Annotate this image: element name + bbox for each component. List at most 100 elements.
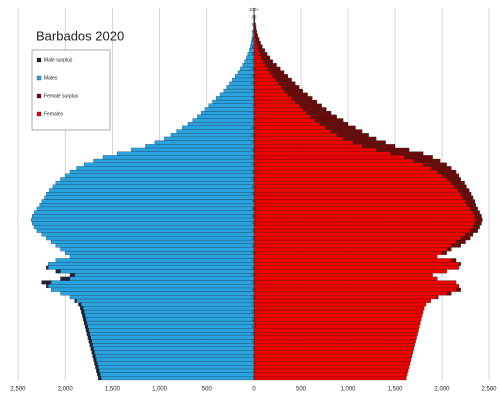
bar	[48, 265, 255, 270]
bar	[253, 158, 414, 163]
surplus-bar	[91, 350, 95, 355]
surplus-bar	[275, 77, 292, 82]
bar	[253, 350, 413, 355]
age-label: 82	[251, 73, 257, 78]
bar	[46, 192, 255, 196]
age-label: 80	[251, 81, 257, 86]
surplus-bar	[465, 199, 476, 204]
bar	[253, 162, 424, 167]
surplus-bar	[87, 335, 91, 340]
age-label: 100+	[249, 7, 260, 12]
surplus-bar	[470, 206, 478, 211]
bar	[253, 103, 300, 108]
age-label: 44	[251, 213, 257, 218]
bar	[253, 203, 468, 208]
surplus-bar	[302, 107, 327, 112]
bar	[50, 280, 255, 285]
bar	[253, 254, 438, 259]
bar	[100, 372, 255, 377]
bar	[170, 133, 255, 138]
x-tick-label: 500	[296, 387, 307, 393]
age-label: 66	[251, 132, 257, 137]
bar	[89, 331, 255, 336]
age-label: 84	[251, 66, 257, 71]
bar	[116, 151, 255, 156]
bar	[83, 309, 255, 314]
bar	[253, 210, 474, 215]
bar	[39, 203, 255, 208]
bar	[36, 206, 255, 211]
bar	[253, 77, 276, 82]
surplus-bar	[261, 55, 271, 60]
age-label: 14	[251, 324, 257, 329]
surplus-bar	[446, 177, 461, 182]
bar	[69, 295, 255, 300]
bar	[253, 265, 460, 270]
bar	[69, 169, 255, 174]
bar	[253, 361, 411, 366]
surplus-bar	[465, 232, 474, 237]
surplus-bar	[295, 99, 318, 104]
surplus-bar	[475, 217, 483, 222]
surplus-bar	[310, 114, 337, 119]
surplus-bar	[404, 155, 433, 160]
bar	[253, 346, 414, 351]
x-tick-label: 500	[202, 387, 213, 393]
bar	[253, 133, 337, 138]
bar	[44, 195, 255, 200]
bar	[31, 217, 255, 222]
surplus-bar	[343, 136, 377, 141]
surplus-bar	[314, 118, 344, 123]
bar	[41, 199, 255, 204]
age-label: 40	[251, 228, 257, 233]
bar	[52, 184, 255, 189]
surplus-bar	[82, 313, 86, 318]
legend-label: Males	[44, 75, 58, 81]
bar	[60, 247, 255, 252]
surplus-bar	[474, 214, 482, 219]
surplus-bar	[319, 122, 349, 126]
bar	[74, 273, 255, 277]
bar	[253, 195, 463, 200]
surplus-bar	[83, 317, 87, 322]
surplus-bar	[83, 320, 88, 325]
bar	[88, 328, 255, 333]
surplus-bar	[281, 85, 300, 90]
age-label: 88	[251, 51, 257, 56]
surplus-bar	[257, 44, 263, 49]
surplus-bar	[423, 162, 447, 167]
bar	[93, 158, 255, 163]
bar	[60, 269, 255, 274]
bar	[253, 287, 457, 292]
bar	[253, 320, 421, 325]
age-label: 70	[251, 118, 257, 123]
bar	[253, 92, 288, 97]
bar	[76, 166, 255, 171]
surplus-bar	[298, 103, 322, 108]
bar	[253, 169, 438, 174]
bar	[253, 166, 431, 171]
x-tick-label: 2,500	[481, 387, 497, 393]
bar	[253, 295, 438, 300]
age-label: 92	[251, 36, 257, 41]
surplus-bar	[336, 133, 369, 138]
age-label: 34	[251, 250, 257, 255]
surplus-bar	[60, 276, 71, 281]
bar	[208, 103, 255, 108]
bar	[84, 313, 255, 318]
surplus-bar	[41, 280, 52, 285]
age-label: 12	[251, 331, 257, 336]
bar	[253, 217, 476, 222]
surplus-bar	[352, 140, 386, 145]
legend-swatch	[36, 111, 42, 117]
bar	[48, 262, 255, 266]
bar	[85, 317, 255, 322]
bar	[95, 354, 255, 359]
bar	[90, 335, 255, 340]
bar	[145, 144, 255, 149]
bar	[65, 250, 255, 255]
surplus-bar	[267, 66, 281, 71]
age-label: 2	[253, 368, 256, 373]
surplus-bar	[455, 287, 461, 292]
